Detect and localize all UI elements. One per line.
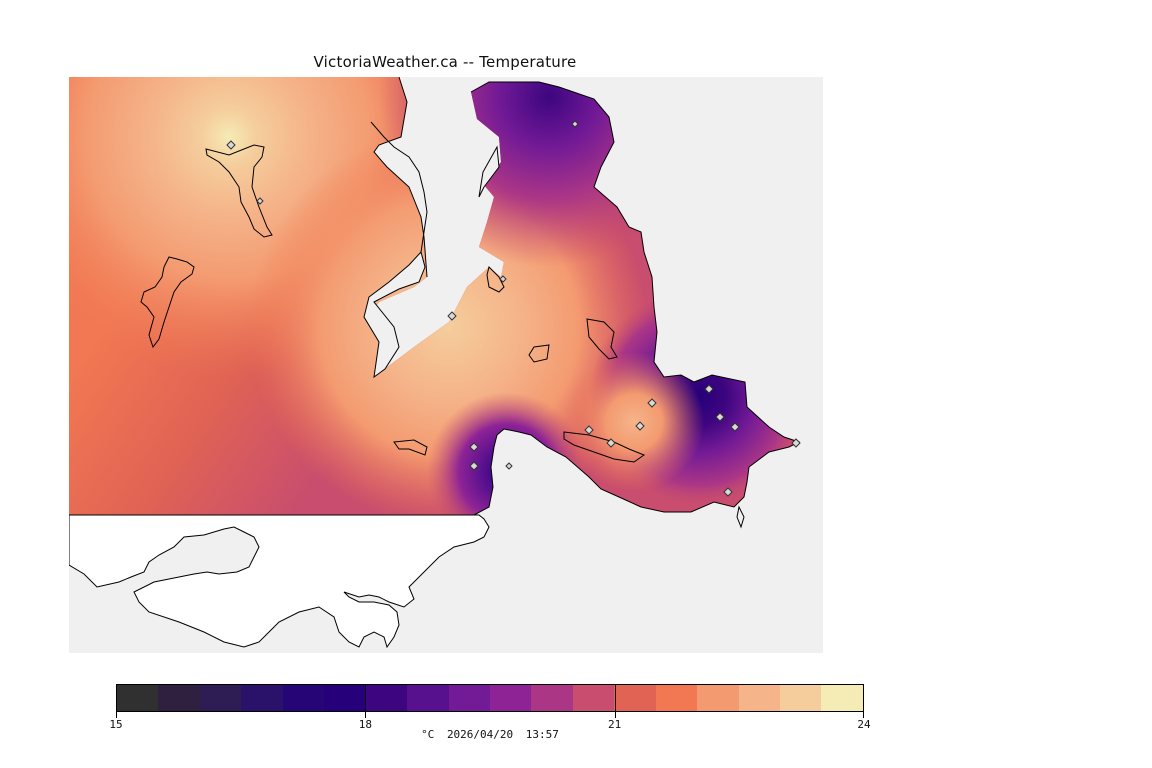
legend-swatch — [821, 685, 863, 711]
legend-unit: °C — [421, 728, 435, 741]
legend-tick-label: 18 — [358, 718, 372, 731]
legend-swatch — [199, 685, 242, 711]
legend-swatch — [697, 685, 739, 711]
station-diamond-icon — [715, 412, 725, 422]
station-diamond-icon — [647, 398, 657, 408]
station-diamond-icon — [499, 275, 507, 283]
legend-swatch — [655, 685, 698, 711]
station-diamond-icon — [469, 461, 479, 471]
legend-swatch — [780, 685, 822, 711]
station-diamond-icon — [730, 422, 740, 432]
station-diamond-icon — [723, 487, 733, 497]
station-diamond-icon — [791, 438, 801, 448]
station-diamond-icon — [584, 425, 594, 435]
weather-stations — [226, 120, 801, 497]
map-title: VictoriaWeather.ca -- Temperature — [313, 53, 577, 71]
legend-tick-label: 15 — [109, 718, 123, 731]
temperature-map[interactable] — [69, 77, 823, 653]
inland-water — [363, 145, 500, 379]
legend-tick — [863, 684, 864, 718]
southern-landmass — [69, 514, 490, 649]
legend-swatch — [282, 685, 325, 711]
station-diamond-icon — [606, 438, 616, 448]
legend-swatch — [531, 685, 573, 711]
legend-swatch — [324, 685, 366, 711]
station-diamond-icon — [226, 140, 236, 150]
legend-swatch — [572, 685, 615, 711]
legend-caption: °C 2026/04/20 13:57 — [0, 728, 980, 741]
station-diamond-icon — [256, 197, 264, 205]
legend-swatch — [489, 685, 532, 711]
legend-tick — [614, 684, 616, 718]
station-diamond-icon — [469, 442, 479, 452]
station-diamond-icon — [447, 311, 457, 321]
legend-color-bar — [116, 684, 864, 712]
legend-tick-label: 21 — [608, 718, 622, 731]
station-diamond-icon — [704, 384, 714, 394]
legend-tick — [116, 684, 117, 718]
station-diamond-icon — [635, 421, 645, 431]
data-coastline — [373, 77, 801, 516]
legend-swatch — [365, 685, 408, 711]
legend-tick — [365, 684, 367, 718]
legend-date: 2026/04/20 — [446, 728, 514, 741]
legend-swatch — [738, 685, 780, 711]
legend-swatch — [158, 685, 200, 711]
station-diamond-icon — [571, 120, 579, 128]
legend-time: 13:57 — [525, 728, 559, 741]
legend-swatch — [407, 685, 449, 711]
legend-swatch — [241, 685, 283, 711]
temperature-legend — [116, 684, 864, 714]
coastlines — [140, 121, 745, 529]
legend-swatch — [448, 685, 490, 711]
station-diamond-icon — [505, 462, 513, 470]
legend-swatch — [614, 685, 656, 711]
legend-swatch — [117, 685, 159, 711]
legend-tick-label: 24 — [857, 718, 871, 731]
